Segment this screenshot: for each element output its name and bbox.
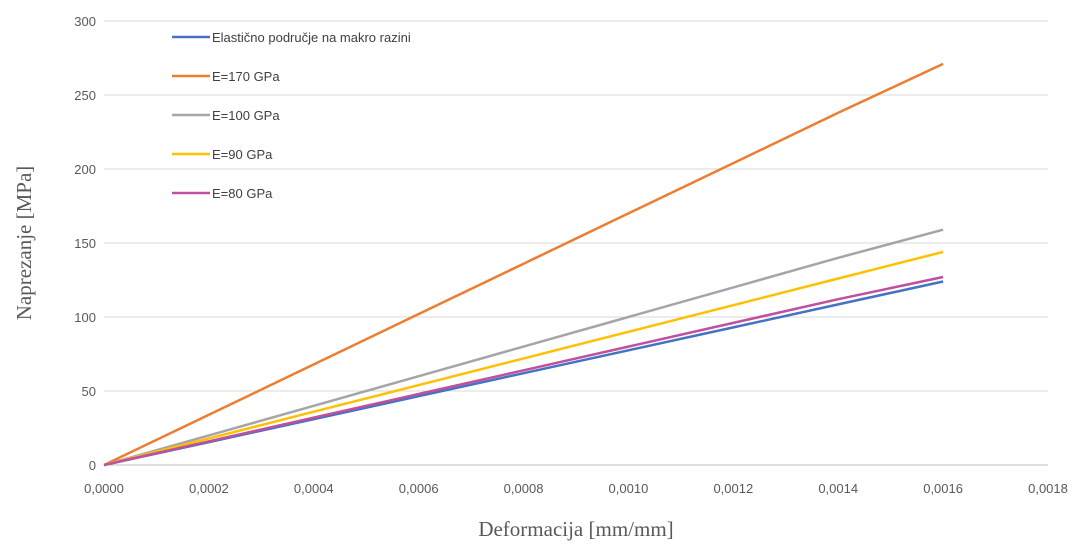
y-tick-label: 300	[74, 14, 96, 29]
x-tick-label: 0,0004	[294, 481, 334, 496]
legend-label: E=90 GPa	[212, 147, 273, 162]
legend-label: E=170 GPa	[212, 69, 280, 84]
x-tick-label: 0,0018	[1028, 481, 1068, 496]
legend-label: Elastično područje na makro razini	[212, 30, 411, 45]
x-tick-label: 0,0002	[189, 481, 229, 496]
y-tick-label: 150	[74, 236, 96, 251]
legend-label: E=80 GPa	[212, 186, 273, 201]
x-tick-label: 0,0008	[504, 481, 544, 496]
legend: Elastično područje na makro razini E=170 …	[172, 30, 411, 201]
y-tick-label: 0	[89, 458, 96, 473]
y-tick-label: 50	[82, 384, 96, 399]
x-tick-label: 0,0014	[818, 481, 858, 496]
series-line-3	[103, 250, 944, 467]
series-lines	[103, 62, 944, 467]
y-tick-label: 100	[74, 310, 96, 325]
y-tick-labels: 0 50 100 150 200 250 300	[74, 14, 96, 473]
y-tick-label: 200	[74, 162, 96, 177]
x-tick-label: 0,0006	[399, 481, 439, 496]
series-line-4	[103, 275, 944, 467]
y-axis-title: Naprezanje [MPa]	[12, 166, 36, 321]
grid-lines	[104, 20, 1048, 466]
x-tick-label: 0,0000	[84, 481, 124, 496]
series-line-1	[103, 62, 944, 467]
x-tick-label: 0,0016	[923, 481, 963, 496]
legend-label: E=100 GPa	[212, 108, 280, 123]
x-tick-label: 0,0012	[713, 481, 753, 496]
series-line-2	[103, 228, 944, 467]
x-axis-title: Deformacija [mm/mm]	[478, 517, 673, 541]
x-tick-label: 0,0010	[609, 481, 649, 496]
y-tick-label: 250	[74, 88, 96, 103]
x-tick-labels: 0,0000 0,0002 0,0004 0,0006 0,0008 0,0010 0,00…	[84, 481, 1068, 496]
